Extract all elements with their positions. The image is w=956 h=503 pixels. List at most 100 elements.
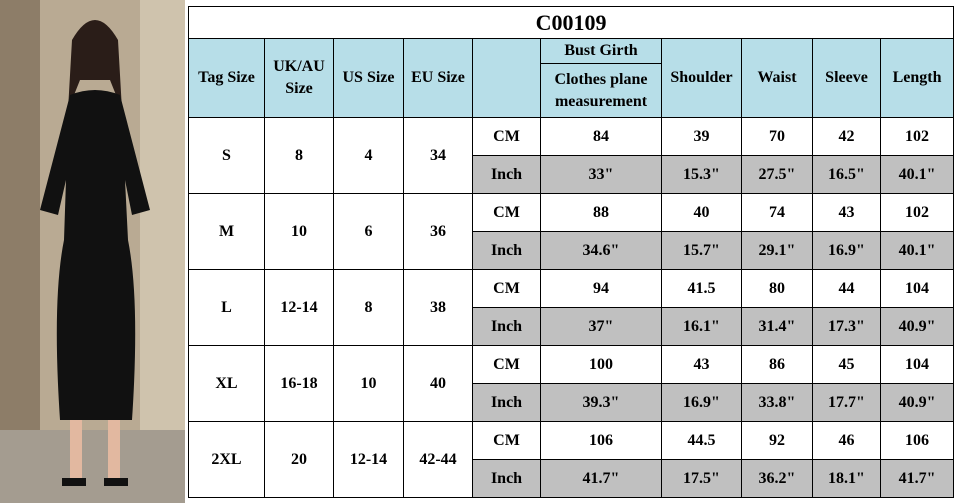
measurement: 31.4" <box>741 307 813 346</box>
measurement: 40.9" <box>879 307 955 346</box>
size-row: M 10 6 36 CM 88 40 74 43 102 <box>188 193 955 270</box>
measurement: 92 <box>741 421 813 460</box>
measurement: 86 <box>741 345 813 384</box>
size-row: XL 16-18 10 40 CM 100 43 86 45 104 <box>188 345 955 422</box>
uk-size: 16-18 <box>264 345 334 422</box>
measurement: 16.5" <box>812 155 881 194</box>
eu-size: 42-44 <box>403 421 473 498</box>
measurement: 80 <box>741 269 813 308</box>
header: Bust Girth <box>540 38 662 64</box>
table-title: C00109 <box>187 6 955 39</box>
measurement: 106 <box>540 421 662 460</box>
uk-size: 12-14 <box>264 269 334 346</box>
header: UK/AU Size <box>264 38 334 118</box>
us-size: 8 <box>333 269 404 346</box>
measurement: 45 <box>812 345 881 384</box>
measurement: 36.2" <box>741 459 813 498</box>
measurement: 16.9" <box>661 383 742 422</box>
measurement: 16.9" <box>812 231 881 270</box>
measurement: 70 <box>741 117 813 156</box>
eu-size: 34 <box>403 117 473 194</box>
unit: CM <box>472 345 541 384</box>
unit: Inch <box>472 307 541 346</box>
us-size: 12-14 <box>333 421 404 498</box>
tag-size: 2XL <box>188 421 265 498</box>
measurement: 43 <box>661 345 742 384</box>
size-table: C00109 Tag Size UK/AU Size US Size EU Si… <box>187 6 955 498</box>
model-photo <box>0 0 185 503</box>
measurement: 40.9" <box>879 383 955 422</box>
size-row: Inch 34.6" 15.7" 29.1" 16.9" 40.1" <box>189 231 955 270</box>
unit: CM <box>472 421 541 460</box>
unit: Inch <box>472 155 541 194</box>
measurement: 41.7" <box>879 459 955 498</box>
measurement: 15.3" <box>661 155 742 194</box>
measurement: 43 <box>812 193 881 232</box>
size-row: 2XL 20 12-14 42-44 CM 106 44.5 92 46 106 <box>188 421 955 498</box>
measurement: 102 <box>879 193 955 232</box>
measurement: 102 <box>879 117 955 156</box>
us-size: 4 <box>333 117 404 194</box>
measurement: 42 <box>812 117 881 156</box>
uk-size: 8 <box>264 117 334 194</box>
size-row: Inch 37" 16.1" 31.4" 17.3" 40.9" <box>189 307 955 346</box>
tag-size: L <box>188 269 265 346</box>
header-note: Clothes plane measurement <box>540 63 662 118</box>
eu-size: 38 <box>403 269 473 346</box>
header: Waist <box>741 38 813 118</box>
unit: CM <box>472 117 541 156</box>
header: Length <box>879 38 955 118</box>
measurement: 74 <box>741 193 813 232</box>
header: EU Size <box>403 38 473 118</box>
measurement: 104 <box>879 345 955 384</box>
measurement: 17.7" <box>812 383 881 422</box>
tag-size: S <box>188 117 265 194</box>
measurement: 40.1" <box>879 231 955 270</box>
measurement: 33" <box>540 155 662 194</box>
eu-size: 36 <box>403 193 473 270</box>
measurement: 106 <box>879 421 955 460</box>
unit: Inch <box>472 383 541 422</box>
size-row: Inch 41.7" 17.5" 36.2" 18.1" 41.7" <box>189 459 955 498</box>
measurement: 46 <box>812 421 881 460</box>
unit: Inch <box>472 459 541 498</box>
tag-size: M <box>188 193 265 270</box>
measurement: 34.6" <box>540 231 662 270</box>
header: US Size <box>333 38 404 118</box>
measurement: 41.7" <box>540 459 662 498</box>
unit: CM <box>472 269 541 308</box>
measurement: 15.7" <box>661 231 742 270</box>
unit: CM <box>472 193 541 232</box>
uk-size: 20 <box>264 421 334 498</box>
uk-size: 10 <box>264 193 334 270</box>
eu-size: 40 <box>403 345 473 422</box>
measurement: 39 <box>661 117 742 156</box>
measurement: 37" <box>540 307 662 346</box>
unit: Inch <box>472 231 541 270</box>
measurement: 33.8" <box>741 383 813 422</box>
measurement: 100 <box>540 345 662 384</box>
header-empty <box>472 38 541 118</box>
us-size: 10 <box>333 345 404 422</box>
size-row: S 8 4 34 CM 84 39 70 42 102 <box>188 117 955 194</box>
measurement: 41.5 <box>661 269 742 308</box>
header: Shoulder <box>661 38 742 118</box>
measurement: 17.5" <box>661 459 742 498</box>
header: Sleeve <box>812 38 881 118</box>
size-row: Inch 33" 15.3" 27.5" 16.5" 40.1" <box>189 155 955 194</box>
measurement: 27.5" <box>741 155 813 194</box>
measurement: 40 <box>661 193 742 232</box>
size-row: L 12-14 8 38 CM 94 41.5 80 44 104 <box>188 269 955 346</box>
measurement: 40.1" <box>879 155 955 194</box>
tag-size: XL <box>188 345 265 422</box>
measurement: 16.1" <box>661 307 742 346</box>
measurement: 84 <box>540 117 662 156</box>
measurement: 44 <box>812 269 881 308</box>
measurement: 104 <box>879 269 955 308</box>
measurement: 39.3" <box>540 383 662 422</box>
us-size: 6 <box>333 193 404 270</box>
measurement: 17.3" <box>812 307 881 346</box>
measurement: 18.1" <box>812 459 881 498</box>
header: Tag Size <box>188 38 265 118</box>
